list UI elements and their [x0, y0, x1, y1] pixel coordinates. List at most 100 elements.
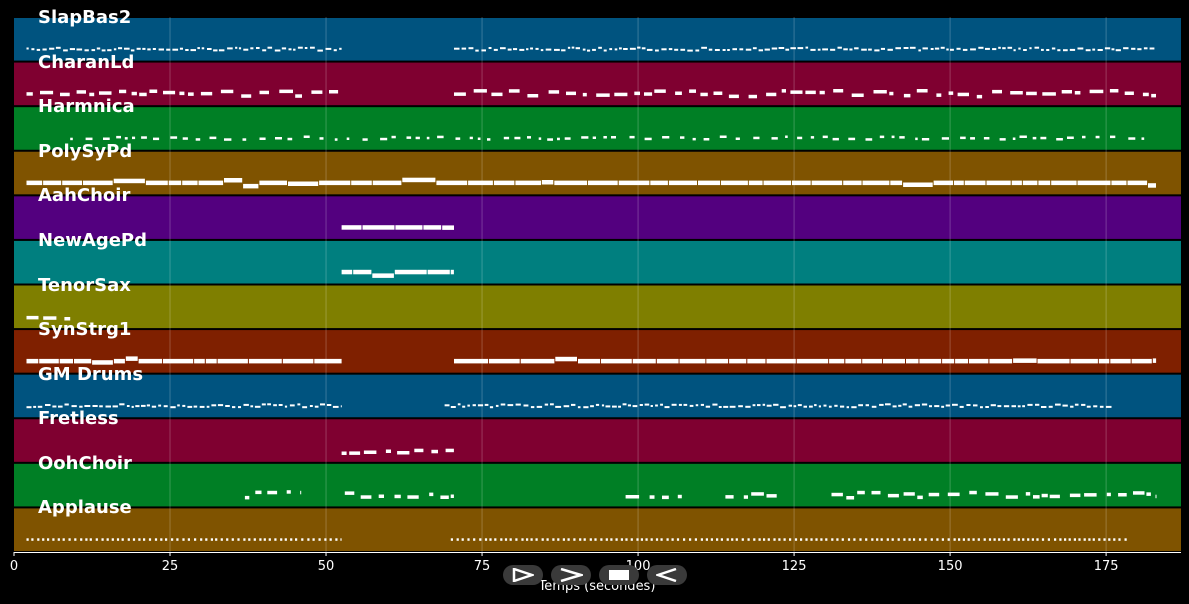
x-tick-label: 175	[1093, 559, 1119, 574]
note	[600, 538, 603, 541]
note	[106, 538, 109, 541]
note	[241, 94, 252, 98]
note	[1110, 135, 1116, 139]
note	[970, 137, 975, 140]
note	[1133, 491, 1145, 495]
note	[351, 180, 372, 186]
note	[989, 358, 1013, 364]
note	[865, 538, 868, 541]
note	[992, 89, 1002, 94]
note	[810, 136, 815, 139]
note	[797, 47, 804, 50]
note	[1110, 358, 1131, 364]
note	[985, 47, 990, 50]
note	[42, 538, 45, 541]
note	[489, 406, 494, 409]
note	[778, 47, 785, 49]
track-notes	[341, 225, 454, 230]
note	[873, 90, 887, 94]
fast-forward-icon	[560, 568, 583, 582]
note	[495, 404, 499, 407]
note	[941, 137, 949, 140]
note	[1148, 183, 1156, 188]
note	[790, 90, 803, 94]
note	[590, 405, 594, 408]
note	[936, 93, 942, 97]
track-band	[14, 240, 1181, 284]
note	[762, 403, 766, 406]
note	[661, 48, 667, 51]
note	[815, 538, 818, 541]
note	[52, 405, 57, 408]
note	[195, 138, 201, 141]
note	[507, 48, 512, 51]
note	[126, 405, 130, 407]
note	[493, 48, 498, 51]
note	[612, 405, 617, 408]
note	[220, 538, 223, 541]
note	[489, 538, 492, 541]
rewind-button[interactable]	[647, 565, 687, 585]
note	[1007, 46, 1013, 49]
note	[314, 405, 319, 408]
note	[445, 448, 454, 453]
note	[26, 358, 39, 364]
note	[785, 48, 790, 51]
note	[40, 90, 54, 95]
note	[170, 406, 176, 409]
note	[644, 403, 650, 406]
track-notes	[26, 315, 71, 321]
note	[1105, 405, 1112, 408]
note	[997, 405, 1002, 408]
note	[530, 538, 533, 541]
note	[1035, 403, 1040, 406]
stop-icon	[609, 570, 629, 580]
note	[64, 317, 71, 321]
note	[719, 135, 727, 138]
note	[436, 180, 468, 186]
note	[36, 48, 41, 51]
note	[491, 92, 503, 97]
note	[457, 403, 461, 406]
note	[197, 47, 200, 50]
track-label: SlapBas2	[38, 7, 132, 28]
note	[454, 47, 460, 50]
note	[928, 492, 940, 497]
note	[1042, 92, 1056, 96]
note	[751, 492, 764, 496]
note	[747, 538, 750, 541]
note	[461, 538, 464, 541]
note	[773, 403, 779, 406]
note	[526, 48, 529, 51]
note	[962, 48, 968, 51]
note	[552, 538, 555, 541]
note	[714, 49, 720, 51]
note	[515, 403, 521, 406]
note	[158, 404, 162, 407]
note	[596, 93, 610, 97]
fast-forward-button[interactable]	[551, 565, 591, 585]
note	[131, 405, 134, 408]
play-button[interactable]	[503, 565, 543, 585]
track-band	[14, 419, 1181, 462]
note	[427, 269, 450, 275]
stop-button[interactable]	[599, 565, 639, 585]
note	[718, 406, 722, 408]
note	[945, 404, 951, 407]
note	[822, 135, 828, 139]
note	[1047, 538, 1050, 541]
note	[764, 48, 770, 51]
play-icon	[512, 568, 534, 582]
note	[1131, 358, 1152, 364]
note	[45, 404, 51, 406]
note	[811, 180, 843, 186]
note	[735, 538, 738, 541]
note	[843, 48, 848, 51]
note	[955, 358, 969, 364]
note	[595, 403, 600, 406]
track-notes	[341, 448, 454, 455]
note	[1088, 538, 1091, 541]
note	[319, 137, 324, 140]
note	[344, 491, 355, 495]
